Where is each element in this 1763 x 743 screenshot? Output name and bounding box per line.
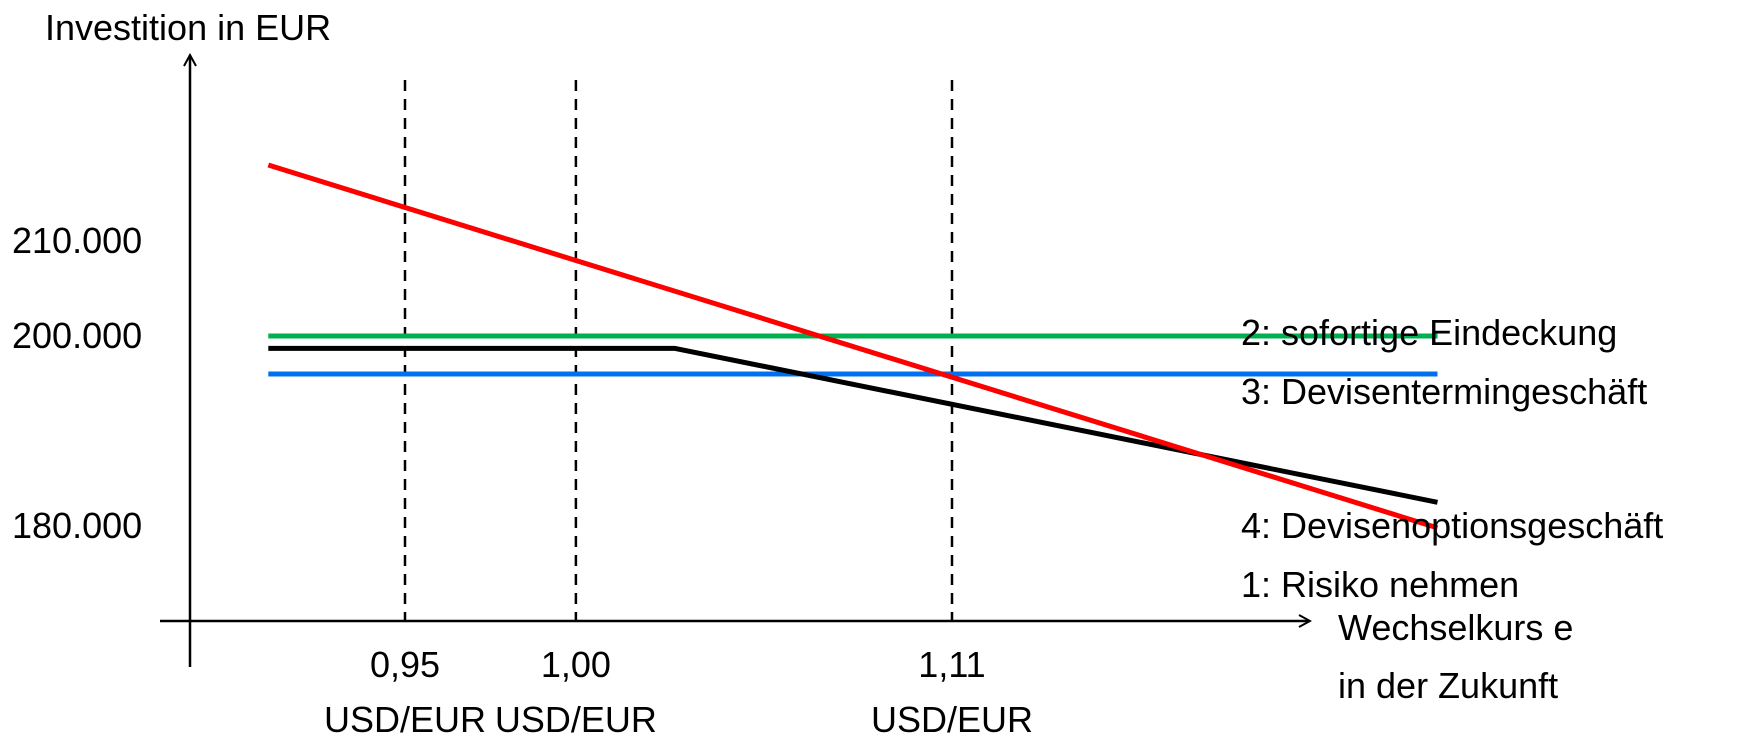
- series-label-devisenoptionsgeschaeft: 4: Devisenoptionsgeschäft: [1241, 505, 1663, 546]
- x-axis-label-line1: Wechselkurs e: [1338, 607, 1573, 648]
- y-tick-label: 210.000: [12, 220, 142, 261]
- x-tick-unit: USD/EUR: [324, 699, 486, 740]
- x-axis-label-line2: in der Zukunft: [1338, 665, 1558, 706]
- y-tick-label: 200.000: [12, 315, 142, 356]
- x-tick-unit: USD/EUR: [495, 699, 657, 740]
- series-label-devisentermingeschaeft: 3: Devisentermingeschäft: [1241, 371, 1647, 412]
- series-label-risiko-nehmen: 1: Risiko nehmen: [1241, 564, 1519, 605]
- series-lines: [267, 162, 1439, 531]
- x-tick-label: 1,00: [541, 644, 611, 685]
- series-label-sofortige-eindeckung: 2: sofortige Eindeckung: [1241, 312, 1617, 353]
- x-ticks: 0,95 1,00 1,11 USD/EUR USD/EUR USD/EUR: [324, 80, 1033, 740]
- y-tick-label: 180.000: [12, 505, 142, 546]
- series-line-risiko-nehmen: [267, 162, 1439, 531]
- y-tick-labels: 210.000 200.000 180.000: [12, 220, 142, 546]
- x-tick-unit: USD/EUR: [871, 699, 1033, 740]
- x-tick-label: 1,11: [918, 644, 985, 685]
- x-tick-label: 0,95: [370, 644, 440, 685]
- series-labels: 2: sofortige Eindeckung 3: Devisentermin…: [1241, 312, 1663, 605]
- y-axis-label: Investition in EUR: [45, 7, 331, 48]
